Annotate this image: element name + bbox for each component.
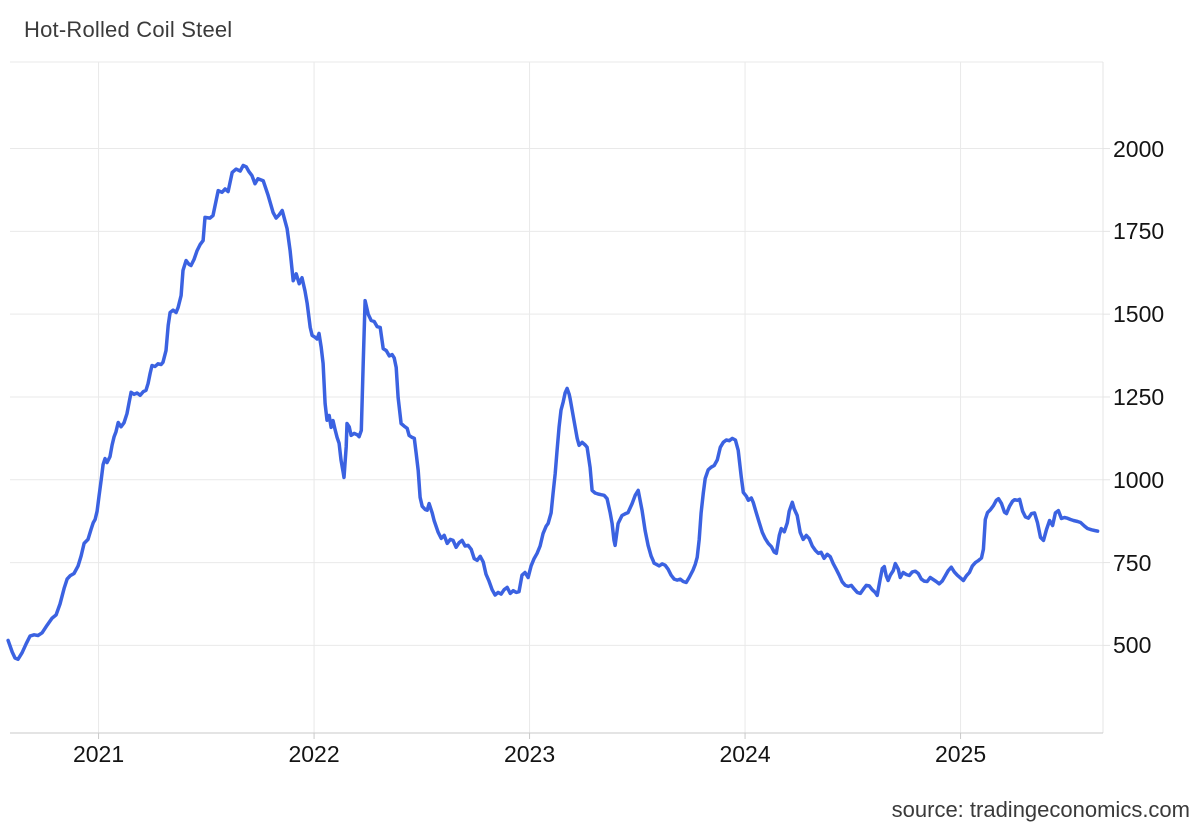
x-axis-label: 2022 [288,741,340,767]
y-axis-label: 2000 [1113,135,1165,162]
x-axis-label: 2023 [503,741,556,767]
chart-title: Hot-Rolled Coil Steel [24,17,233,42]
y-axis-label: 750 [1113,549,1152,576]
y-axis-label: 1500 [1113,301,1165,328]
x-axis-label: 2021 [72,741,125,767]
x-axis-label: 2025 [934,741,987,767]
source-attribution: source: tradingeconomics.com [891,797,1190,822]
y-axis-label: 1750 [1113,218,1165,245]
price-line [6,163,1100,662]
y-axis-label: 1250 [1113,383,1165,410]
x-axis-label: 2024 [719,741,771,767]
y-axis-label: 500 [1113,632,1152,659]
y-axis-label: 1000 [1113,466,1165,493]
